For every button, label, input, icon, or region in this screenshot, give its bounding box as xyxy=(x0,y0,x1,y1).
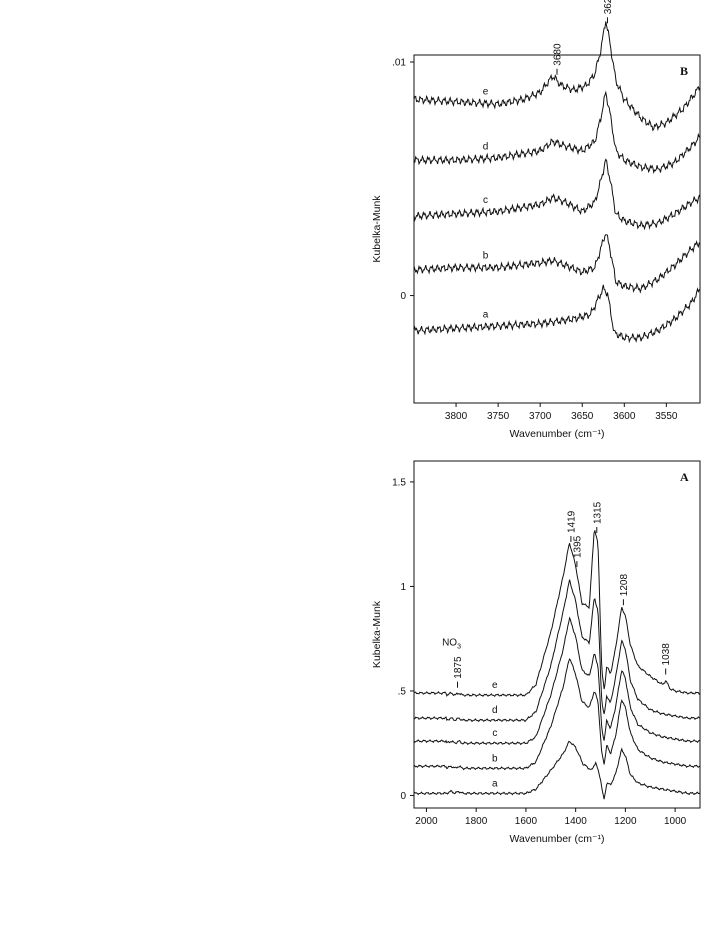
y-axis-label: Kubelka-Munk xyxy=(371,600,383,668)
x-tick-label: 3800 xyxy=(445,411,468,422)
group-label: NO3 xyxy=(442,638,461,651)
series-label-b: b xyxy=(492,753,498,764)
series-line-a xyxy=(413,740,701,800)
panel-label: B xyxy=(680,64,688,78)
series-line-d xyxy=(414,579,701,723)
series-label-e: e xyxy=(492,680,498,691)
x-tick-label: 1800 xyxy=(465,816,488,827)
plot-frame xyxy=(413,460,701,809)
y-axis-label: Kubelka-Munk xyxy=(371,195,383,263)
peak-label: 1875 xyxy=(453,656,464,679)
peak-label: 3680 xyxy=(553,43,564,66)
x-axis-label: Wavenumber (cm⁻¹) xyxy=(510,833,605,845)
series-line-b xyxy=(413,658,701,771)
series-line-e xyxy=(413,530,701,698)
x-tick-label: 3550 xyxy=(655,411,678,422)
series-label-c: c xyxy=(483,195,488,206)
x-tick-label: 2000 xyxy=(415,816,438,827)
series-label-d: d xyxy=(483,141,489,152)
series-line-c xyxy=(413,158,701,231)
x-tick-label: 1000 xyxy=(664,816,687,827)
plot-frame xyxy=(413,54,701,404)
group-label-main: NO xyxy=(442,638,457,649)
panel-label: A xyxy=(680,470,689,484)
peak-label: 1315 xyxy=(592,501,603,524)
x-tick-label: 1200 xyxy=(614,816,637,827)
peak-label: 1208 xyxy=(619,574,630,597)
series-line-d xyxy=(414,90,701,175)
series-label-b: b xyxy=(483,251,489,262)
series-label-e: e xyxy=(483,86,489,97)
group-label-sub: 3 xyxy=(457,644,461,651)
peak-label: 3620 xyxy=(603,0,614,14)
series-line-b xyxy=(413,234,701,294)
series-label-c: c xyxy=(492,728,497,739)
y-tick-label: .5 xyxy=(398,686,407,697)
x-tick-label: 3650 xyxy=(571,411,594,422)
series-line-a xyxy=(413,284,701,344)
y-tick-label: 1.5 xyxy=(392,477,406,488)
y-tick-label: 0 xyxy=(400,291,406,302)
y-tick-label: 1 xyxy=(400,582,406,593)
x-tick-label: 1400 xyxy=(565,816,588,827)
x-tick-label: 1600 xyxy=(515,816,538,827)
chart-panel-b: B 3800 3750 3700 3650 3600 3550 .01 0 Wavenumber … xyxy=(371,0,701,440)
peak-label: 1395 xyxy=(572,535,583,558)
x-tick-label: 3600 xyxy=(613,411,636,422)
series-label-a: a xyxy=(492,778,498,789)
y-tick-label: .01 xyxy=(392,58,406,69)
x-tick-label: 3750 xyxy=(487,411,510,422)
series-line-c xyxy=(413,616,701,746)
peak-label: 1038 xyxy=(661,643,672,666)
series-label-d: d xyxy=(492,705,498,716)
peak-label: 1419 xyxy=(566,510,577,533)
series-line-e xyxy=(413,21,701,132)
y-tick-label: 0 xyxy=(400,791,406,802)
series-label-a: a xyxy=(483,310,489,321)
x-tick-label: 3700 xyxy=(529,411,552,422)
x-axis-label: Wavenumber (cm⁻¹) xyxy=(510,428,605,440)
